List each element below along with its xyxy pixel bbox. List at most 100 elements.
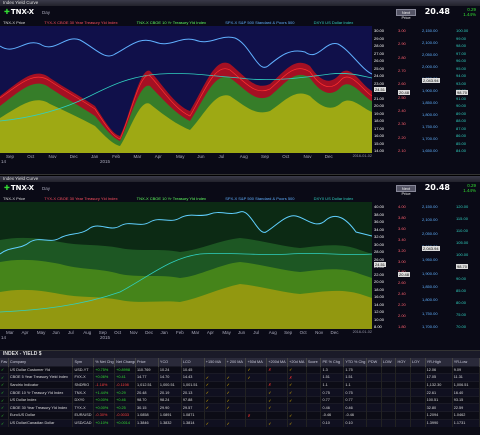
table-row[interactable]: ✓ CBOE 30 Year Treasury Yld Index TYX-X +0.… xyxy=(0,403,480,412)
table-cell: ✓ xyxy=(0,418,9,427)
price-chart-1[interactable] xyxy=(0,26,372,153)
column-header[interactable]: Score xyxy=(306,358,322,366)
legend-item[interactable]: TNX-X CBOE 10 Yr Treasury Yld Index xyxy=(136,196,207,201)
grid-title[interactable]: INDEX - YIELD $ xyxy=(0,351,480,358)
table-cell: -0.1198 xyxy=(114,380,136,389)
axis-tick-label: 1,750.00 xyxy=(422,124,438,129)
grid-header-row: Fav Company Sym% Net Chg Net Change Price YCO… xyxy=(0,358,480,366)
price-chart-2[interactable] xyxy=(0,202,372,329)
x-tick-label: Mar xyxy=(191,330,200,335)
x-tick-label: May xyxy=(176,154,185,159)
axis-tick-label: 90.00 xyxy=(456,276,467,281)
axis-tick-label: 15.00 xyxy=(374,140,385,146)
table-cell xyxy=(366,403,382,412)
axis-tick-label: 19.00 xyxy=(374,110,385,116)
legend-item[interactable]: TNX-X Price xyxy=(3,20,26,25)
column-header[interactable]: Sym xyxy=(72,358,95,366)
period-select[interactable]: Day xyxy=(42,186,51,191)
next-price-button[interactable]: Next Price xyxy=(396,185,416,196)
table-row[interactable]: ✓ US Dollar Customer Yld USD-YT +0.75% +0.89… xyxy=(0,365,480,374)
table-cell: ✓ xyxy=(225,395,247,404)
axis-tick-label: 26.00 xyxy=(374,256,385,262)
grid-body: ✓ US Dollar Customer Yld USD-YT +0.75% +0.89… xyxy=(0,365,480,427)
table-cell: 14.43 xyxy=(181,373,205,382)
table-cell: 1.51 xyxy=(343,373,368,382)
column-header[interactable]: +150 MA xyxy=(204,358,226,366)
column-header[interactable]: % Net Chg xyxy=(93,358,116,366)
column-header[interactable]: +200d MA xyxy=(266,358,289,366)
price-change: 0.29 1.44% xyxy=(463,183,476,193)
column-header[interactable]: YTD % Chg xyxy=(343,358,368,366)
column-header[interactable]: Net Change xyxy=(114,358,136,366)
table-cell: 1.3 xyxy=(320,365,345,374)
column-header[interactable]: Price xyxy=(135,358,159,366)
table-cell: 10.24 xyxy=(158,365,182,374)
column-header[interactable]: LCO xyxy=(181,358,205,366)
axis-tick-label: 90.00 xyxy=(456,103,467,108)
symbol-field[interactable]: ✚TNX-X xyxy=(4,8,34,16)
table-cell xyxy=(395,365,412,374)
table-cell xyxy=(225,365,247,374)
x-year-label: 14 xyxy=(1,335,7,340)
legend-item[interactable]: TYX-X CBOE 30 Year Treasury Yld Index xyxy=(44,20,118,25)
column-header[interactable]: YCO xyxy=(158,358,182,366)
axis-tick-label: 91.00 xyxy=(456,95,467,101)
table-row[interactable]: ✓ CBOE 5 Year Treasury Yield Index FVX-X +0… xyxy=(0,373,480,382)
legend-item[interactable]: DXY0 US Dollar Index xyxy=(313,196,354,201)
legend-item[interactable]: DXY0 US Dollar Index xyxy=(313,20,354,25)
axis-tick-label: 85.00 xyxy=(456,288,467,293)
column-header[interactable]: YR-Low xyxy=(452,358,480,366)
column-header[interactable]: Fav xyxy=(0,358,9,366)
column-header[interactable]: YR-High xyxy=(425,358,453,366)
table-cell: 1,000.51 xyxy=(158,380,182,389)
legend-item[interactable]: TYX-X CBOE 30 Year Treasury Yld Index xyxy=(44,196,118,201)
table-row[interactable]: ✓ Euro/US Dollar EUR/USD -0.30% -0.0033 1.085… xyxy=(0,411,480,420)
legend-item[interactable]: SPX-X S&P 500 Standard & Poors 500 xyxy=(225,20,295,25)
net-change: 0.29 xyxy=(467,7,476,12)
x-year-label: 2015 xyxy=(100,335,111,340)
table-cell xyxy=(366,365,382,374)
column-header[interactable]: HOY xyxy=(395,358,412,366)
column-header[interactable]: + 200 MA xyxy=(225,358,247,366)
watchlist-table: Fav Company Sym% Net Chg Net Change Price YCO… xyxy=(0,358,480,427)
legend-item[interactable]: SPX-X S&P 500 Standard & Poors 500 xyxy=(225,196,295,201)
symbol-arrow-icon: ✚ xyxy=(4,8,10,16)
legend-item[interactable]: TNX-X Price xyxy=(3,196,26,201)
axis-tick-label: 1,700.00 xyxy=(422,324,438,329)
column-header[interactable]: LOY xyxy=(410,358,426,366)
price-flag: 20.48 xyxy=(398,272,411,277)
x-tick-label: Nov xyxy=(129,330,138,335)
table-row[interactable]: ✓ CBOE 10 Yr Treasury Yld Index TNX-X +1.44… xyxy=(0,388,480,397)
column-header[interactable]: +50d MA xyxy=(245,358,268,366)
table-row[interactable]: ✓ Sandrio Indicator SNDRIO -1.18% -0.1198 1,0… xyxy=(0,380,480,389)
period-select[interactable]: Day xyxy=(42,10,51,15)
column-header[interactable]: LOW xyxy=(381,358,397,366)
table-cell: 12.06 xyxy=(425,365,453,374)
axis-tick-label: 2.70 xyxy=(398,68,406,73)
legend-item[interactable]: TNX-X CBOE 10 Yr Treasury Yld Index xyxy=(136,20,207,25)
table-cell: CBOE 5 Year Treasury Yield Index xyxy=(8,373,74,382)
table-row[interactable]: ✓ US Dollar/Canadian Dollar USD/CAD +0.10% +… xyxy=(0,418,480,427)
table-row[interactable]: ✓ US Dollar Index DXY0 +0.00% +0.46 98.70 98.2… xyxy=(0,395,480,404)
axis-dxy: 100.00 99.00 98.00 97.00 96.00 95.00 94.00 93.0… xyxy=(456,26,478,153)
price-change: 0.29 1.44% xyxy=(463,7,476,17)
next-price-button[interactable]: Next Price xyxy=(396,9,416,20)
column-header[interactable]: Company xyxy=(8,358,74,366)
table-cell: 1.3814 xyxy=(181,418,205,427)
axis-spx: 2,150.002,100.002,050.002,000.001,950.00… xyxy=(422,202,450,329)
table-cell xyxy=(410,403,426,412)
table-cell: 1.75 xyxy=(343,365,368,374)
column-header[interactable]: PDW xyxy=(366,358,382,366)
x-tick-label: Oct xyxy=(299,330,307,335)
column-header[interactable]: PE % Chg xyxy=(320,358,345,366)
axis-tick-label: 84.00 xyxy=(456,148,467,153)
axis-tyx: 3.00 2.90 2.80 2.70 2.60 2.50 2.40 2.30 2.20 2.10 xyxy=(398,26,414,153)
table-cell: ✗ xyxy=(287,373,307,382)
table-cell xyxy=(410,373,426,382)
x-tick-label: Dec xyxy=(145,330,154,335)
axis-tick-label: 3.80 xyxy=(398,214,406,220)
table-cell: ✓ xyxy=(204,380,226,389)
table-cell: -0.0033 xyxy=(114,411,136,420)
column-header[interactable]: +20d MA xyxy=(287,358,307,366)
symbol-field[interactable]: ✚TNX-X xyxy=(4,184,34,192)
